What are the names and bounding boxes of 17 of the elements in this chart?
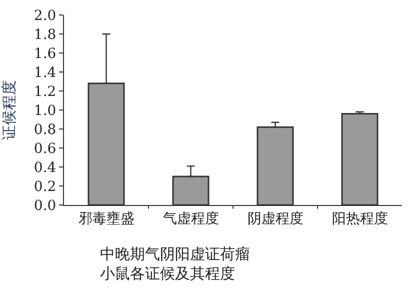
y-tick-label: 1.4: [34, 64, 56, 81]
y-tick-label: 0.8: [34, 122, 56, 138]
x-tick-label: 阳热程度: [332, 210, 388, 227]
y-axis-title: 证候程度: [0, 80, 18, 140]
y-tick-label: 1.2: [34, 84, 56, 100]
y-tick-label: 1.0: [34, 102, 56, 119]
y-tick-label: 2.0: [34, 8, 56, 24]
y-tick-label: 0.6: [34, 140, 56, 157]
y-tick-label: 1.8: [34, 26, 56, 43]
y-tick-label: 0.0: [34, 198, 56, 214]
y-tick-label: 0.2: [34, 178, 56, 195]
y-tick-label: 0.4: [34, 160, 56, 176]
text: 中晚期气阴阳虚证荷瘤小鼠各证候及其程度: [100, 245, 250, 282]
y-tick-label: 1.6: [34, 46, 56, 62]
x-tick-label: 气虚程度: [162, 210, 219, 227]
x-tick-label: 阴虚程度: [247, 210, 304, 227]
x-tick-label: 邪毒壅盛: [78, 210, 134, 227]
